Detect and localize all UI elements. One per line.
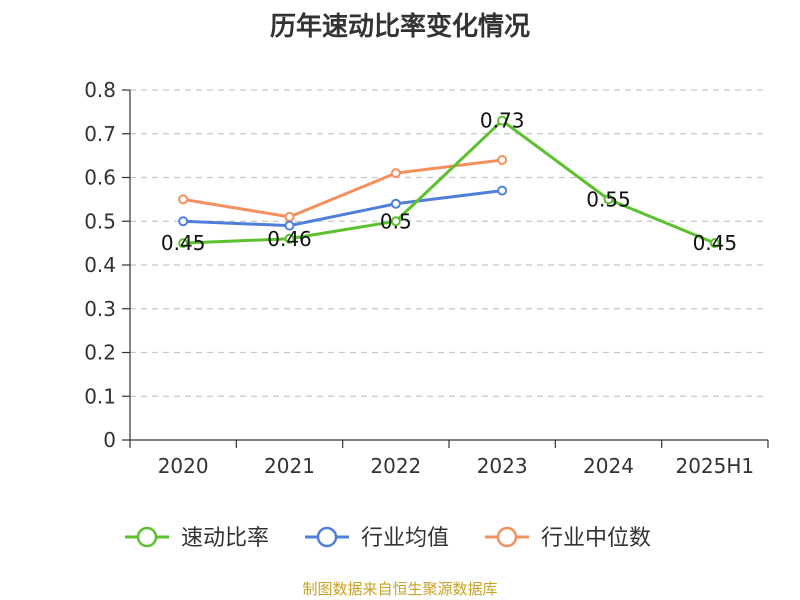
data-label: 0.5 [380,209,412,233]
y-tick-label: 0.1 [84,384,116,408]
series-line [183,189,503,228]
data-label: 0.73 [480,109,525,133]
x-tick-label: 2023 [477,454,528,478]
legend-marker [496,526,518,548]
y-tick-label: 0.5 [84,209,116,233]
y-tick-label: 0.7 [84,122,116,146]
data-point[interactable] [390,198,401,209]
data-point[interactable] [284,220,295,231]
data-point[interactable] [497,155,508,165]
legend-marker [316,526,338,548]
series-layer [178,115,720,249]
y-tick-label: 0.2 [84,341,116,365]
x-tick-label: 2024 [583,454,634,478]
legend-item[interactable]: 速动比率 [125,526,269,551]
data-point[interactable] [284,233,295,244]
legend-label: 行业均值 [361,526,449,551]
y-tick-label: 0.3 [84,297,116,321]
data-label-layer: 0.45 0.46 0.5 0.73 0.55 0.45 [161,109,737,256]
y-tick-label: 0.8 [84,78,116,102]
data-point[interactable] [390,216,401,227]
legend-item[interactable]: 行业中位数 [485,526,651,551]
data-point[interactable] [284,211,295,222]
data-label: 0.55 [586,187,631,211]
x-tick-label: 2025H1 [675,454,754,478]
data-point[interactable] [497,185,508,196]
grid-layer [130,89,768,397]
data-point[interactable] [497,115,508,126]
legend-item[interactable]: 行业均值 [305,526,449,551]
data-point[interactable] [178,216,189,227]
y-tick-label: 0.6 [84,166,116,190]
data-label: 0.46 [267,227,312,251]
x-tick-label: 2020 [158,454,209,478]
y-tick-label: 0 [103,428,116,452]
legend: 速动比率 行业均值 行业中位数 [125,526,651,551]
chart-title: 历年速动比率变化情况 [269,12,530,42]
data-point[interactable] [709,238,720,249]
data-point[interactable] [603,194,614,205]
data-point[interactable] [178,238,189,249]
x-tick-label: 2022 [370,454,421,478]
legend-label: 速动比率 [181,526,269,551]
data-point[interactable] [390,168,401,179]
series-line [182,158,503,219]
x-tick-label: 2021 [264,454,315,478]
data-label: 0.45 [693,231,738,255]
y-tick-label: 0.4 [84,253,116,277]
source-note: 制图数据来自恒生聚源数据库 [302,580,498,598]
legend-label: 行业中位数 [541,526,651,551]
data-point[interactable] [178,194,189,205]
legend-marker [136,526,158,548]
data-label: 0.45 [161,231,206,255]
series-line [183,119,716,245]
axis-layer: 0 0.1 0.2 0.3 0.4 0.5 0.6 0.7 0.8 2020 2021 2022 202… [84,78,769,478]
